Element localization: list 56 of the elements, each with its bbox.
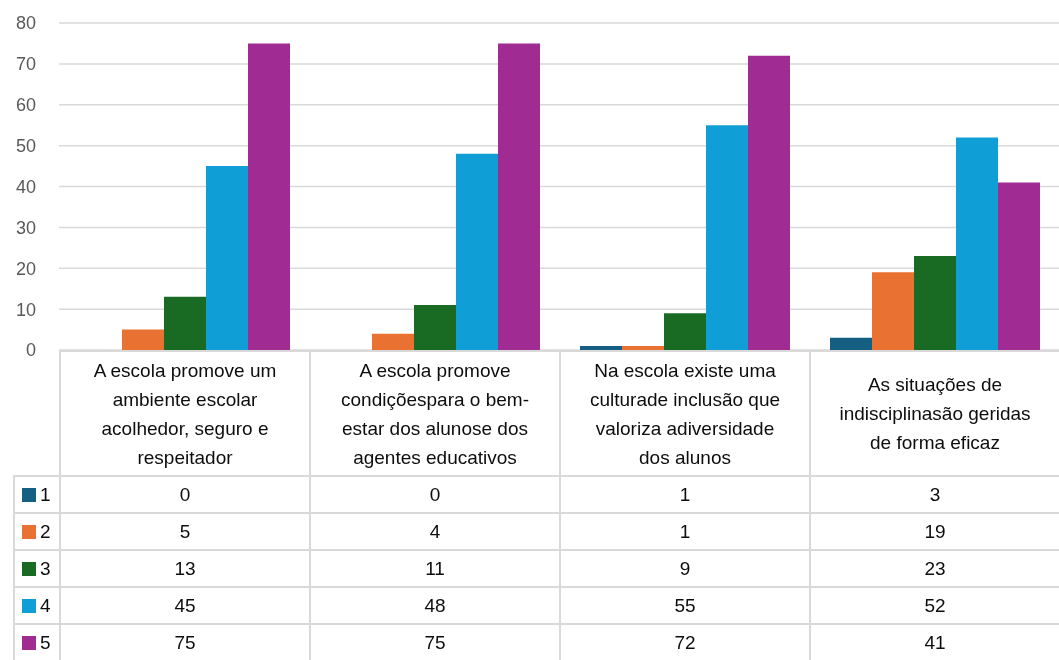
bar: [706, 125, 748, 350]
y-tick-label: 50: [15, 136, 36, 157]
bar: [830, 337, 872, 350]
data-label: 1: [559, 475, 809, 512]
y-tick-label: 40: [15, 176, 36, 197]
bar: [664, 313, 706, 350]
x-tick-label: A escola promove condiçõespara o bem-estar dos alunose dos agentes educativos: [340, 358, 530, 470]
bar: [456, 153, 498, 350]
y-tick-label: 30: [15, 217, 36, 238]
legend-label: 1: [40, 483, 51, 506]
data-label: 13: [59, 549, 309, 586]
data-label: 48: [309, 586, 559, 623]
bar: [414, 305, 456, 350]
bar: [872, 272, 914, 350]
data-label: 0: [59, 475, 309, 512]
bar: [956, 137, 998, 350]
data-label: 75: [59, 623, 309, 660]
bar: [372, 333, 414, 350]
bar: [914, 255, 956, 350]
bar: [248, 43, 290, 350]
bar: [206, 166, 248, 350]
bar: [164, 296, 206, 350]
data-label: 1: [559, 512, 809, 549]
legend-label: 5: [40, 631, 51, 654]
bar: [622, 345, 664, 350]
bar: [580, 345, 622, 350]
bar: [122, 329, 164, 350]
y-tick-label: 20: [15, 258, 36, 279]
bar: [498, 43, 540, 350]
y-tick-label: 0: [25, 340, 36, 361]
data-label: 75: [309, 623, 559, 660]
data-label: 45: [59, 586, 309, 623]
legend-label: 2: [40, 520, 51, 543]
legend-label: 4: [40, 594, 51, 617]
data-label: 0: [309, 475, 559, 512]
data-label: 72: [559, 623, 809, 660]
data-label: 3: [809, 475, 1059, 512]
x-tick-label: A escola promove um ambiente escolar acolhedor, seguro e respeitador: [92, 358, 278, 470]
legend-label: 3: [40, 557, 51, 580]
data-label: 11: [309, 549, 559, 586]
data-label: 52: [809, 586, 1059, 623]
data-label: 9: [559, 549, 809, 586]
bar: [748, 55, 790, 350]
x-tick-label: Na escola existe uma culturade inclusão que valoriza adiversidade dos alunos: [588, 358, 782, 470]
data-label: 55: [559, 586, 809, 623]
y-tick-label: 60: [15, 95, 36, 116]
data-label: 5: [59, 512, 309, 549]
y-tick-label: 80: [15, 13, 36, 34]
data-label: 19: [809, 512, 1059, 549]
x-tick-label: As situações de indisciplinasão geridas de forma eficaz: [838, 373, 1032, 455]
data-label: 23: [809, 549, 1059, 586]
data-label: 41: [809, 623, 1059, 660]
bar: [998, 182, 1040, 350]
data-label: 4: [309, 512, 559, 549]
y-tick-label: 70: [15, 54, 36, 75]
y-tick-label: 10: [15, 299, 36, 320]
